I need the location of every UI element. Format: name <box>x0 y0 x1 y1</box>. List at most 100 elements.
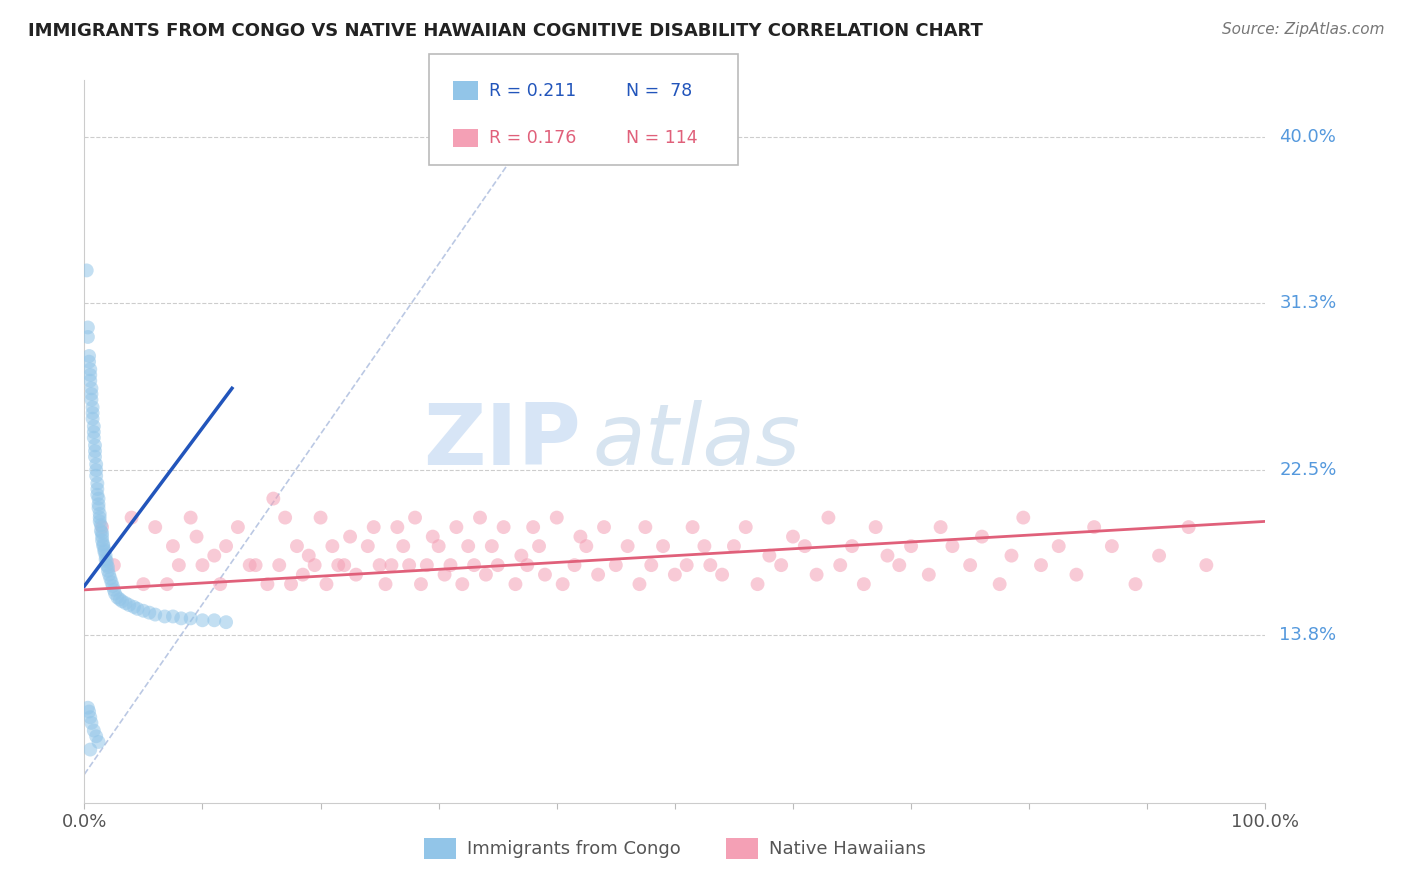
Point <box>941 539 963 553</box>
Point <box>747 577 769 591</box>
Text: R = 0.211: R = 0.211 <box>489 82 576 100</box>
Point <box>481 539 503 553</box>
Point <box>298 549 321 563</box>
Point <box>291 567 314 582</box>
Point <box>304 558 326 573</box>
Point <box>191 558 214 573</box>
Point <box>191 613 214 627</box>
Point <box>79 710 101 724</box>
Text: Source: ZipAtlas.com: Source: ZipAtlas.com <box>1222 22 1385 37</box>
Point <box>328 558 350 573</box>
Point <box>256 577 278 591</box>
Point <box>143 520 166 534</box>
Point <box>77 349 100 363</box>
Point <box>770 558 793 573</box>
Point <box>416 558 439 573</box>
Point <box>100 575 122 590</box>
Point <box>404 510 426 524</box>
Point <box>551 577 574 591</box>
Point <box>616 539 638 553</box>
Point <box>82 406 104 420</box>
Point <box>180 510 202 524</box>
Point <box>634 520 657 534</box>
Point <box>83 419 105 434</box>
Point <box>86 476 108 491</box>
Point <box>309 510 332 524</box>
Point <box>101 579 124 593</box>
Point <box>121 510 143 524</box>
Point <box>170 611 193 625</box>
Point <box>534 567 557 582</box>
Point <box>215 539 238 553</box>
Point <box>363 520 385 534</box>
Point <box>91 520 114 534</box>
Point <box>104 587 127 601</box>
Point <box>433 567 456 582</box>
Point <box>122 599 145 614</box>
Point <box>93 545 115 559</box>
Point <box>239 558 262 573</box>
Point <box>1177 520 1199 534</box>
Point <box>546 510 568 524</box>
Point <box>285 539 308 553</box>
Point <box>245 558 267 573</box>
Point <box>380 558 402 573</box>
Text: IMMIGRANTS FROM CONGO VS NATIVE HAWAIIAN COGNITIVE DISABILITY CORRELATION CHART: IMMIGRANTS FROM CONGO VS NATIVE HAWAIIAN… <box>28 22 983 40</box>
Point <box>427 539 450 553</box>
Point <box>76 263 98 277</box>
Point <box>80 715 103 730</box>
Point <box>640 558 662 573</box>
Point <box>628 577 651 591</box>
Point <box>782 530 804 544</box>
Point <box>83 431 105 445</box>
Point <box>269 558 291 573</box>
Point <box>605 558 627 573</box>
Point <box>80 392 103 407</box>
Point <box>569 530 592 544</box>
Point <box>202 549 225 563</box>
Point <box>451 577 474 591</box>
Point <box>90 524 112 538</box>
Point <box>1066 567 1088 582</box>
Point <box>1000 549 1022 563</box>
Point <box>900 539 922 553</box>
Text: N = 114: N = 114 <box>626 129 697 147</box>
Point <box>1125 577 1147 591</box>
Point <box>84 729 107 743</box>
Point <box>1195 558 1218 573</box>
Point <box>127 602 149 616</box>
Point <box>83 723 105 738</box>
Point <box>852 577 875 591</box>
Point <box>321 539 343 553</box>
Point <box>79 374 101 388</box>
Point <box>664 567 686 582</box>
Point <box>108 592 131 607</box>
Point <box>87 735 110 749</box>
Point <box>80 387 103 401</box>
Point <box>114 596 136 610</box>
Point <box>793 539 815 553</box>
Point <box>87 497 110 511</box>
Point <box>699 558 721 573</box>
Point <box>675 558 697 573</box>
Point <box>156 577 179 591</box>
Point <box>457 539 479 553</box>
Point <box>111 594 134 608</box>
Point <box>586 567 609 582</box>
Point <box>86 488 108 502</box>
Point <box>91 525 114 540</box>
Text: ZIP: ZIP <box>423 400 581 483</box>
Point <box>91 539 114 553</box>
Point <box>889 558 911 573</box>
Point <box>96 554 118 568</box>
Point <box>87 501 110 516</box>
Point <box>593 520 616 534</box>
Point <box>929 520 952 534</box>
Point <box>374 577 396 591</box>
Point <box>463 558 485 573</box>
Point <box>186 530 208 544</box>
Point <box>84 438 107 452</box>
Point <box>82 401 104 415</box>
Point <box>87 491 110 506</box>
Point <box>84 468 107 483</box>
